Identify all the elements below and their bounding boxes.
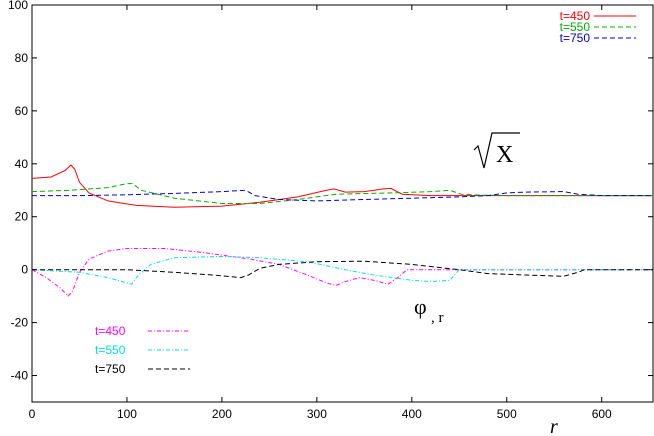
legend-label-phi-t=550: t=550 bbox=[95, 343, 126, 357]
y-tick-label: 80 bbox=[15, 51, 29, 65]
series-line-sqrtX-t=450 bbox=[31, 164, 653, 208]
series-line-phi-t=550 bbox=[31, 255, 653, 285]
ticks: 0 100 200 300 400 500 600 -40 -20 0 20 40 60 80 100 bbox=[8, 0, 653, 421]
axes bbox=[31, 4, 654, 403]
x-axis-label: r bbox=[550, 416, 558, 436]
sqrt-symbol bbox=[473, 132, 520, 169]
legend-label-sqrtX-t=550: t=550 bbox=[560, 20, 591, 34]
y-tick-label: 0 bbox=[21, 263, 28, 277]
phi-subscript: , r bbox=[431, 310, 444, 326]
y-tick-label: 60 bbox=[15, 104, 29, 118]
y-tick-label: 20 bbox=[15, 210, 29, 224]
series bbox=[31, 164, 653, 297]
legend-label-sqrtX-t=450: t=450 bbox=[560, 9, 591, 23]
legend-label-phi-t=450: t=450 bbox=[95, 324, 126, 338]
legend-label-phi-t=750: t=750 bbox=[95, 362, 126, 376]
x-tick-label: 500 bbox=[497, 407, 517, 421]
series-line-sqrtX-t=550 bbox=[31, 183, 653, 204]
y-tick-label: -20 bbox=[11, 316, 29, 330]
y-tick-label: 100 bbox=[8, 0, 28, 12]
x-tick-label: 300 bbox=[307, 407, 327, 421]
phi-annotation: φ , r bbox=[414, 294, 444, 326]
x-tick-label: 100 bbox=[117, 407, 137, 421]
x-tick-label: 200 bbox=[212, 407, 232, 421]
x-tick-label: 600 bbox=[592, 407, 612, 421]
plot-frame bbox=[31, 4, 654, 403]
x-tick-label: 400 bbox=[402, 407, 422, 421]
y-tick-label: 40 bbox=[15, 157, 29, 171]
series-line-phi-t=450 bbox=[31, 248, 653, 297]
legend-label-sqrtX-t=750: t=750 bbox=[560, 31, 591, 45]
x-tick-label: 0 bbox=[29, 407, 36, 421]
sqrt-x-label: X bbox=[496, 142, 513, 168]
y-tick-label: -40 bbox=[11, 369, 29, 383]
series-line-phi-t=750 bbox=[32, 260, 653, 279]
sqrt-x-annotation: X bbox=[473, 132, 520, 169]
phi-label: φ bbox=[414, 294, 427, 319]
